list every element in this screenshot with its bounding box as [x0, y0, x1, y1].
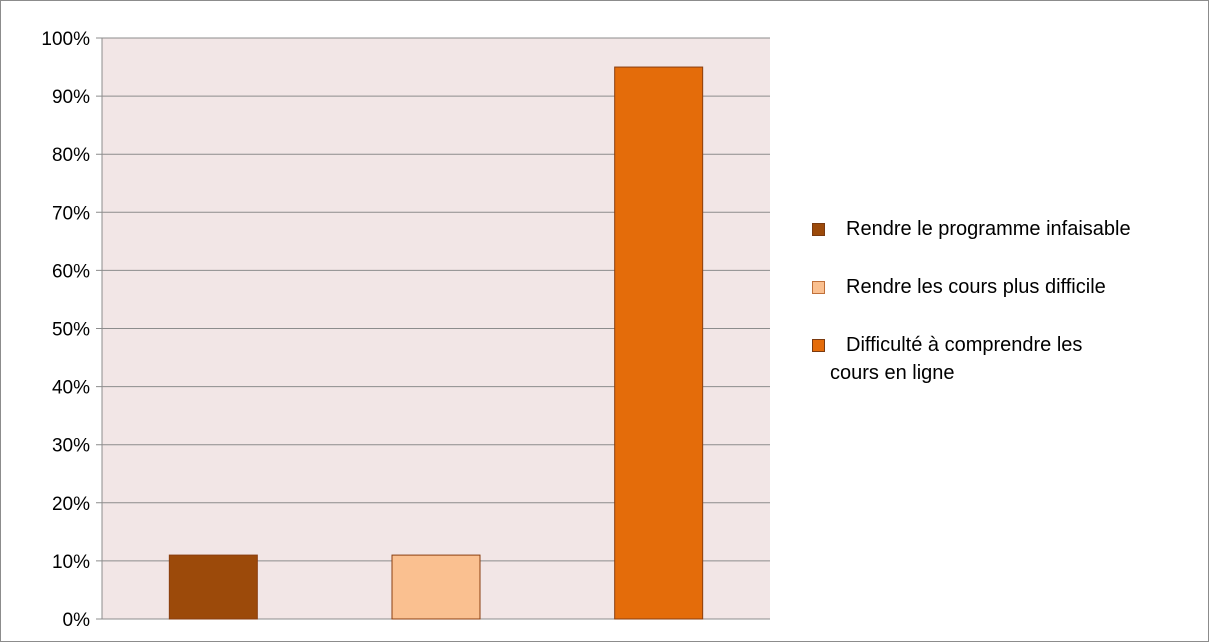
y-tick-label-9: 90% [52, 87, 90, 108]
legend-swatch-1 [812, 223, 825, 236]
bar-3 [614, 66, 704, 620]
legend-swatch-2 [812, 281, 825, 294]
y-tick-label-8: 80% [52, 145, 90, 166]
y-tick-label-2: 20% [52, 494, 90, 515]
legend-swatch-3 [812, 339, 825, 352]
bar-2 [391, 554, 481, 620]
legend: Rendre le programme infaisable Rendre le… [812, 215, 1202, 417]
y-axis-ticks: 0% 10% 20% 30% 40% 50% 60% 70% 80% 90% 100% [41, 29, 90, 631]
y-tick-label-5: 50% [52, 320, 90, 341]
legend-item-2: Rendre les cours plus difficile [812, 273, 1202, 301]
bars [168, 66, 704, 620]
legend-item-3: Difficulté à comprendre les cours en lig… [812, 331, 1202, 387]
legend-label-2: Rendre les cours plus difficile [846, 276, 1106, 298]
y-tick-label-3: 30% [52, 436, 90, 457]
y-tick-label-6: 60% [52, 261, 90, 282]
legend-label-1: Rendre le programme infaisable [846, 218, 1131, 240]
y-tick-label-10: 100% [41, 29, 90, 50]
legend-label-3-line2: cours en ligne [830, 362, 955, 384]
y-tick-label-0: 0% [63, 610, 91, 631]
legend-item-1: Rendre le programme infaisable [812, 215, 1202, 243]
y-tick-label-4: 40% [52, 378, 90, 399]
bar-1 [168, 554, 258, 620]
y-tick-label-7: 70% [52, 203, 90, 224]
y-tick-label-1: 10% [52, 552, 90, 573]
legend-label-3-line1: Difficulté à comprendre les [846, 334, 1083, 356]
